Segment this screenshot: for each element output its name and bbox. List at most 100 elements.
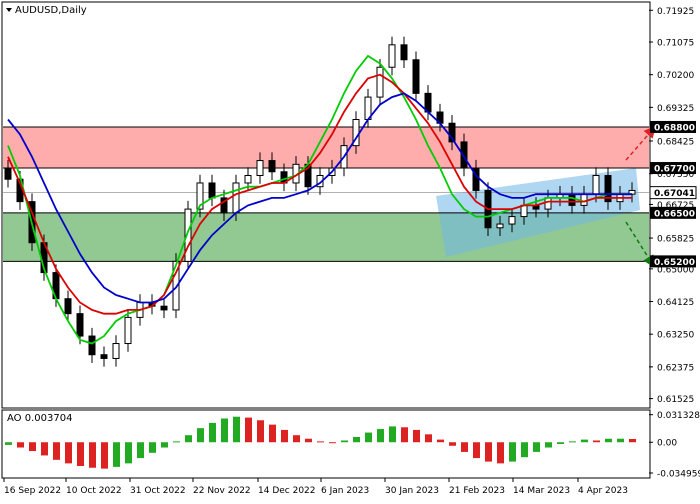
x-tick-label: 16 Sep 2022 xyxy=(4,486,61,496)
candle xyxy=(544,197,552,210)
level-price-tag xyxy=(650,255,696,268)
level-price-tag xyxy=(650,206,696,219)
candle xyxy=(184,208,192,262)
ao-bar xyxy=(581,439,588,443)
price-axis: 0.71925 0.71075 0.70200 0.69325 0.68425 0.675… xyxy=(649,7,697,405)
ao-bar xyxy=(449,442,456,446)
ao-bar xyxy=(209,422,216,443)
ao-bar xyxy=(5,442,12,445)
candle xyxy=(196,182,204,210)
ma_fast-line xyxy=(7,54,632,345)
candle xyxy=(448,122,456,143)
arrows-layer xyxy=(625,125,656,268)
ao-tick-label: 0.031328 xyxy=(657,411,700,421)
y-tick-label: 0.68425 xyxy=(657,137,694,147)
y-tick-label: 0.65000 xyxy=(657,265,694,275)
ao-bar xyxy=(53,442,60,460)
ao-bar xyxy=(437,439,444,443)
candle xyxy=(496,223,504,229)
ao-bar xyxy=(89,442,96,468)
candle xyxy=(268,160,276,173)
time-axis: 16 Sep 2022 10 Oct 2022 31 Oct 2022 22 Nov … xyxy=(3,478,628,496)
x-tick-label: 14 Dec 2022 xyxy=(258,486,316,496)
ao-bar xyxy=(185,435,192,443)
ao-bar xyxy=(509,442,516,462)
level-price-tag xyxy=(650,162,696,175)
x-tick-label: 10 Oct 2022 xyxy=(66,486,122,496)
candle xyxy=(64,298,72,315)
candle xyxy=(244,175,252,184)
ao-bar xyxy=(293,435,300,443)
x-tick-label: 21 Feb 2023 xyxy=(449,486,505,496)
candle xyxy=(388,44,396,68)
y-tick-label: 0.71075 xyxy=(657,39,694,49)
candle xyxy=(460,141,468,169)
ao-bar xyxy=(137,442,144,459)
candle xyxy=(160,305,168,311)
ao-bar xyxy=(389,426,396,443)
candle xyxy=(520,204,528,218)
ao-panel-frame xyxy=(1,409,651,479)
ao-bar xyxy=(605,438,612,443)
forecast-down-arrow xyxy=(625,221,655,268)
ao-bar xyxy=(161,442,168,448)
ma-layer xyxy=(7,54,632,345)
levels-layer xyxy=(3,126,649,262)
ao-bar xyxy=(545,442,552,448)
ao-bar xyxy=(497,442,504,464)
ao-bar xyxy=(149,442,156,453)
x-tick-label: 30 Jan 2023 xyxy=(385,486,439,496)
candle xyxy=(592,175,600,195)
current-price-tag xyxy=(649,186,697,200)
candle xyxy=(208,182,216,199)
y-tick-label: 0.61525 xyxy=(657,395,694,405)
ao-bar xyxy=(377,429,384,443)
ao-bar xyxy=(533,442,540,452)
x-tick-label: 31 Oct 2022 xyxy=(130,486,186,496)
y-tick-label: 0.66725 xyxy=(657,201,694,211)
candle xyxy=(124,316,132,345)
ao-bar xyxy=(629,438,636,443)
candle xyxy=(4,167,12,180)
forecast-up-arrow xyxy=(625,125,656,161)
ao-bar xyxy=(17,442,24,448)
candle xyxy=(88,335,96,356)
candle xyxy=(400,44,408,61)
ao-bar xyxy=(461,442,468,452)
ao-bar xyxy=(617,438,624,443)
ao-bar xyxy=(593,440,600,443)
candle xyxy=(580,193,588,206)
candles-layer xyxy=(4,36,636,367)
ao-bar xyxy=(29,442,36,452)
level-price-label: 0.67700 xyxy=(654,165,695,175)
y-tick-label: 0.63250 xyxy=(657,331,694,341)
ao-bar xyxy=(485,442,492,462)
ao-tick-label: -0.034959 xyxy=(657,470,700,480)
ao-bar xyxy=(401,427,408,443)
y-tick-label: 0.65825 xyxy=(657,235,694,245)
ao-bar xyxy=(197,428,204,443)
ao-bar xyxy=(41,442,48,456)
ao-bar xyxy=(569,441,576,443)
y-tick-label: 0.62375 xyxy=(657,363,694,373)
candle xyxy=(172,260,180,311)
ao-bar xyxy=(257,420,264,443)
candle xyxy=(112,343,120,359)
candle xyxy=(412,59,420,94)
ao-bar xyxy=(125,442,132,464)
ao-bar xyxy=(269,424,276,443)
current-price-label: 0.67041 xyxy=(654,189,695,199)
ao-layer: 0.031328 0.00 -0.034959 xyxy=(5,411,700,480)
ao-bar xyxy=(281,429,288,443)
ao-bar xyxy=(317,441,324,443)
ao-bar xyxy=(245,417,252,443)
ao-bar xyxy=(113,442,120,467)
ma_slow-line xyxy=(7,92,632,304)
ao-bar xyxy=(101,442,108,469)
ao-bar xyxy=(65,442,72,464)
candle xyxy=(100,354,108,359)
symbol-dropdown-icon[interactable] xyxy=(6,8,12,12)
level-price-tag xyxy=(650,120,696,133)
y-tick-label: 0.67550 xyxy=(657,170,694,180)
